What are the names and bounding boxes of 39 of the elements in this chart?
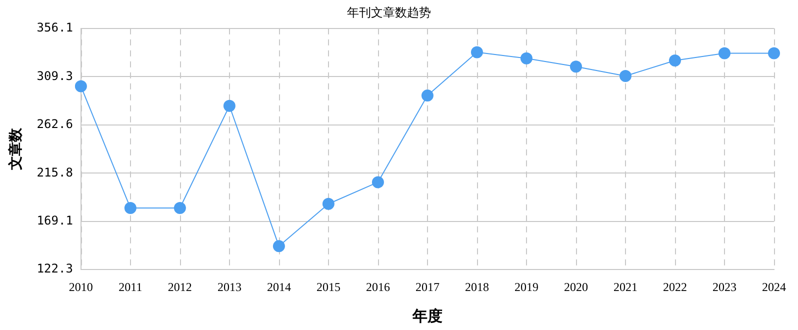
x-tick-label: 2022: [662, 280, 687, 294]
point: [372, 176, 384, 188]
point: [570, 60, 582, 73]
y-tick-label: 309.3: [36, 68, 73, 83]
y-axis-title: 文章数: [7, 127, 24, 171]
y-tick-label: 122.3: [36, 262, 73, 276]
x-axis-title: 年度: [411, 306, 442, 325]
x-tick-label: 2012: [168, 280, 192, 294]
x-tick-label: 2024: [762, 280, 786, 294]
x-tick-label: 2015: [316, 280, 340, 294]
x-tick-label: 2021: [613, 280, 638, 294]
y-tick-label: 356.1: [36, 20, 73, 35]
x-tick-label: 2020: [564, 280, 588, 294]
point: [668, 54, 681, 66]
point: [174, 202, 186, 214]
x-tick-label: 2010: [68, 280, 93, 294]
y-tick-label: 215.8: [36, 165, 73, 180]
point: [619, 70, 632, 82]
chart-title: 年刊文章数趋势: [347, 5, 431, 20]
y-tick-label: 169.1: [36, 213, 73, 228]
point: [272, 240, 285, 252]
point: [223, 100, 236, 112]
x-tick-label: 2011: [118, 280, 142, 294]
point: [124, 202, 136, 214]
x-tick-label: 2018: [464, 280, 489, 294]
x-tick-label: 2017: [415, 280, 440, 294]
x-tick-label: 2019: [514, 280, 538, 294]
point: [421, 90, 434, 102]
point: [718, 47, 730, 60]
point: [768, 47, 780, 60]
x-tick-label: 2016: [366, 280, 390, 294]
point: [322, 198, 334, 210]
point: [470, 46, 483, 58]
point: [74, 80, 87, 92]
y-tick-label: 262.6: [36, 116, 73, 131]
x-tick-label: 2023: [712, 280, 736, 294]
x-tick-label: 2013: [217, 280, 242, 294]
x-tick-label: 2014: [266, 280, 291, 294]
point: [520, 52, 532, 64]
